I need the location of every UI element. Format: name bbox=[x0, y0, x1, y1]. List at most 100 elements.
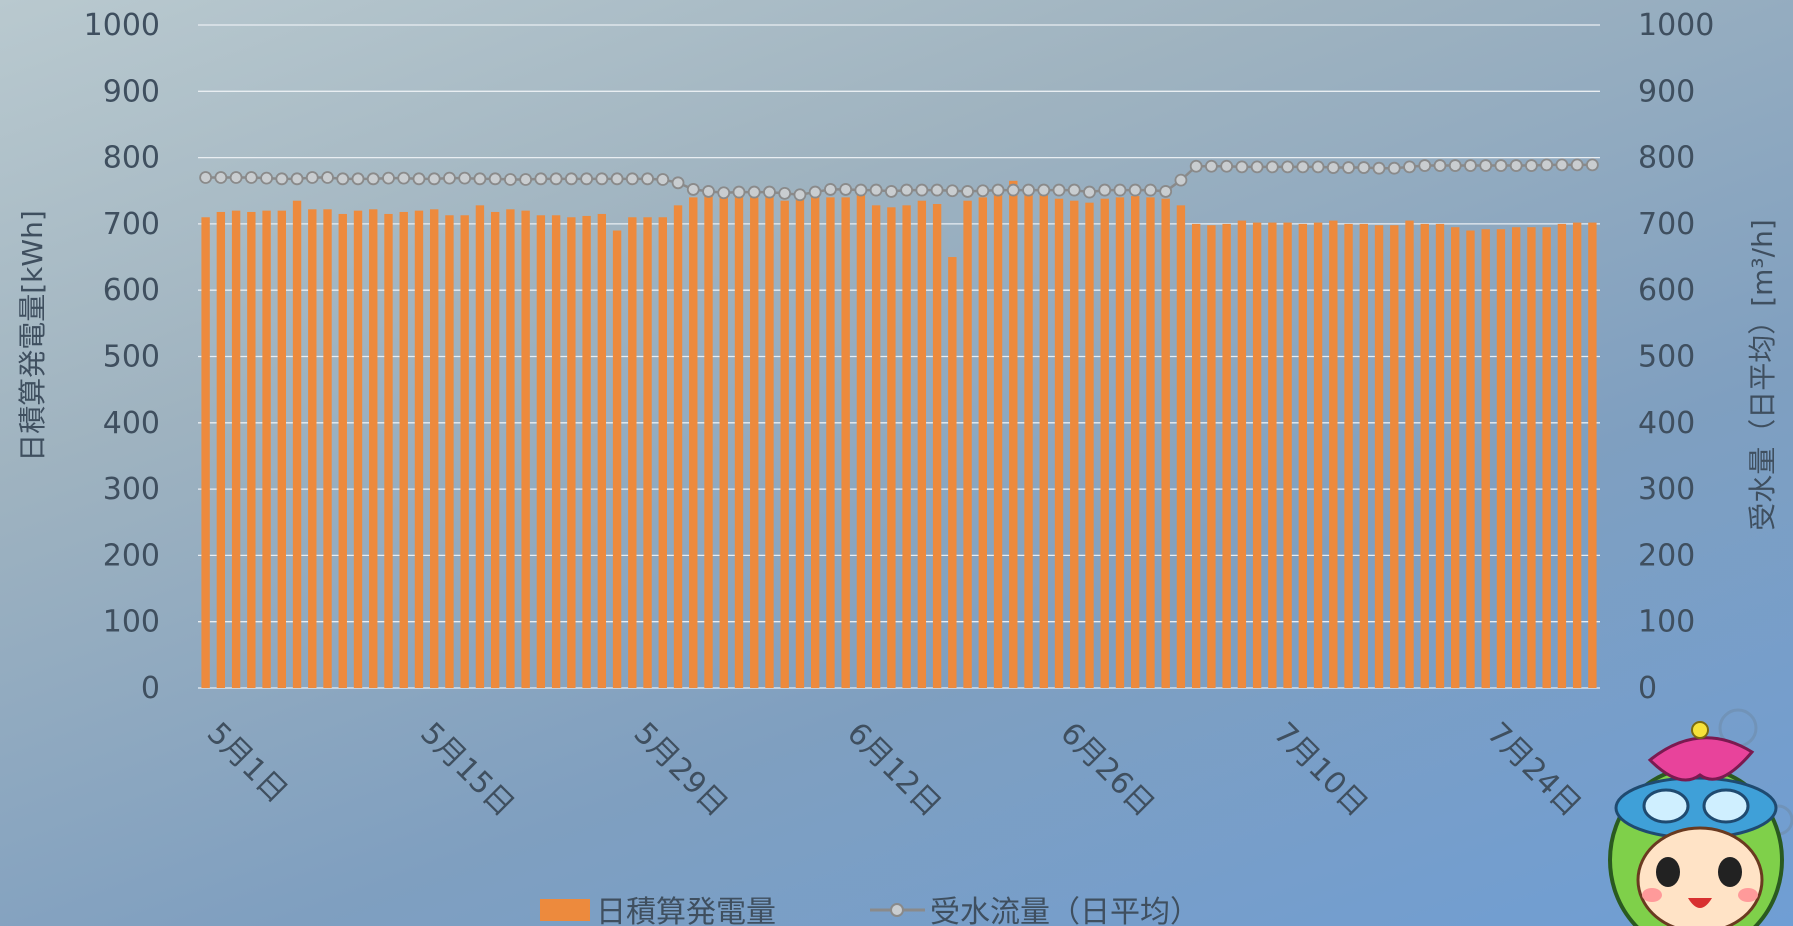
bar bbox=[1283, 222, 1292, 688]
line-point bbox=[1448, 159, 1462, 172]
line-point bbox=[1250, 160, 1264, 174]
bar bbox=[414, 210, 424, 688]
line-point bbox=[1128, 183, 1142, 197]
y-tick-label: 800 bbox=[103, 141, 160, 176]
line-point bbox=[1479, 159, 1493, 172]
x-tick-label: 5月15日 bbox=[413, 716, 521, 824]
bar bbox=[231, 210, 241, 688]
bar bbox=[628, 217, 637, 688]
line-point bbox=[915, 183, 929, 197]
bar bbox=[1420, 223, 1429, 688]
bar bbox=[612, 230, 622, 688]
bar bbox=[216, 211, 226, 688]
bar bbox=[658, 217, 667, 688]
bar-series bbox=[201, 180, 1597, 689]
y2-tick-label: 700 bbox=[1638, 207, 1695, 242]
right-axis-ticks: 0 100 200 300 400 500 600 700 800 900 1000 bbox=[1638, 8, 1714, 706]
bar bbox=[1329, 220, 1338, 688]
line-point bbox=[686, 183, 700, 196]
line-point bbox=[1205, 159, 1218, 173]
mascot-flower-icon bbox=[1647, 736, 1755, 782]
bar bbox=[1511, 227, 1521, 688]
bar bbox=[1390, 225, 1399, 688]
bar bbox=[765, 196, 774, 688]
bar bbox=[460, 215, 469, 688]
bar bbox=[750, 197, 759, 688]
y-tick-label: 300 bbox=[103, 472, 160, 507]
line-series bbox=[199, 158, 1599, 202]
bar bbox=[567, 217, 576, 688]
bar bbox=[1222, 223, 1231, 688]
line-point bbox=[397, 171, 411, 185]
line-point bbox=[580, 172, 593, 186]
x-axis-ticks: 5月1日 5月15日 5月29日 6月12日 6月26日 7月10日 7月24日 bbox=[200, 716, 1588, 824]
bar bbox=[1268, 222, 1277, 688]
line-point bbox=[1540, 158, 1554, 172]
bar bbox=[399, 211, 408, 688]
y2-tick-label: 100 bbox=[1638, 605, 1695, 640]
line-point bbox=[260, 171, 273, 185]
legend-bar-label: 日積算発電量 bbox=[596, 895, 776, 926]
mascot-eye-left bbox=[1656, 857, 1680, 887]
line-point bbox=[1174, 173, 1188, 187]
bar bbox=[902, 205, 911, 688]
bar bbox=[856, 194, 866, 688]
line-point bbox=[1083, 185, 1096, 199]
line-point bbox=[427, 172, 441, 186]
bar bbox=[826, 197, 835, 688]
bar bbox=[704, 194, 713, 688]
x-tick-label: 6月12日 bbox=[840, 716, 948, 824]
right-axis-title: 受水量（日平均）[m³/h] bbox=[1746, 219, 1779, 531]
bar bbox=[430, 209, 439, 688]
bar bbox=[1405, 220, 1414, 688]
line-point bbox=[1387, 161, 1401, 175]
line-point bbox=[366, 172, 380, 186]
bar bbox=[643, 217, 652, 688]
line-point bbox=[534, 172, 548, 186]
bar bbox=[292, 200, 302, 688]
line-point bbox=[763, 185, 776, 199]
bar bbox=[582, 215, 591, 688]
line-point bbox=[549, 172, 563, 186]
line-point bbox=[945, 184, 959, 198]
y-tick-label: 900 bbox=[103, 74, 160, 109]
line-point bbox=[1281, 160, 1294, 174]
x-tick-label: 5月29日 bbox=[627, 716, 735, 824]
bar bbox=[597, 213, 607, 688]
bar bbox=[1131, 196, 1140, 688]
mascot-mouth bbox=[1688, 898, 1712, 908]
legend-line-label: 受水流量（日平均） bbox=[930, 895, 1200, 926]
x-tick-label: 5月1日 bbox=[200, 716, 294, 810]
y2-tick-label: 200 bbox=[1638, 538, 1695, 573]
y-tick-label: 1000 bbox=[84, 8, 160, 43]
bar bbox=[978, 197, 988, 688]
bar bbox=[1542, 227, 1551, 688]
line-point bbox=[793, 188, 807, 202]
line-point bbox=[1113, 183, 1127, 197]
line-point bbox=[504, 173, 517, 186]
line-point bbox=[1220, 159, 1234, 173]
legend-bar-swatch bbox=[540, 899, 590, 921]
bar bbox=[963, 200, 972, 688]
bar bbox=[887, 207, 896, 688]
line-point bbox=[717, 186, 731, 200]
bar bbox=[338, 213, 347, 688]
bar bbox=[353, 210, 363, 688]
line-point bbox=[1006, 183, 1020, 197]
bar bbox=[993, 192, 1003, 689]
line-point bbox=[1098, 183, 1112, 197]
bar bbox=[247, 211, 256, 688]
line-point bbox=[1433, 159, 1447, 172]
bar bbox=[1115, 197, 1125, 688]
bar bbox=[871, 205, 881, 688]
bar bbox=[1496, 229, 1506, 689]
line-point bbox=[275, 172, 289, 186]
bar bbox=[1146, 197, 1155, 688]
y-tick-label: 600 bbox=[103, 273, 160, 308]
bar bbox=[1100, 198, 1109, 688]
bar bbox=[308, 209, 317, 688]
bar bbox=[841, 197, 850, 688]
y2-tick-label: 1000 bbox=[1638, 8, 1714, 43]
line-point bbox=[1464, 159, 1477, 172]
y2-tick-label: 0 bbox=[1638, 671, 1657, 706]
